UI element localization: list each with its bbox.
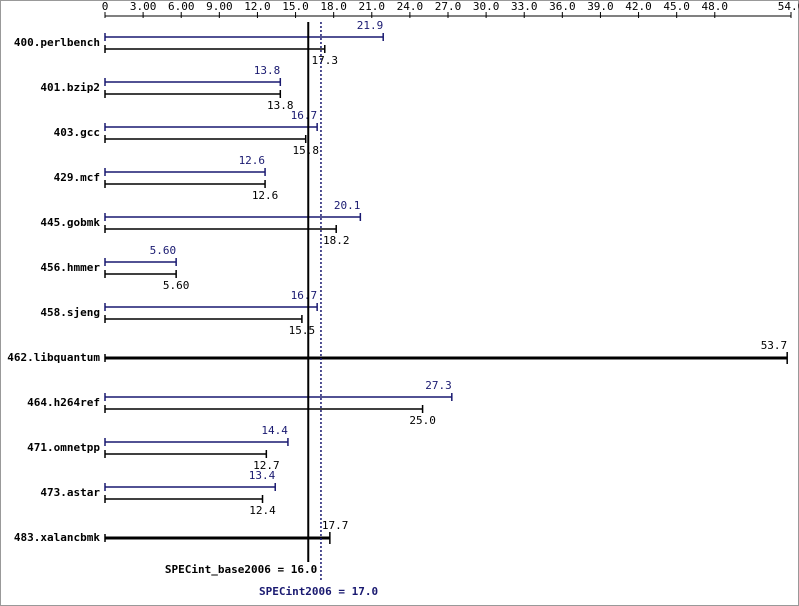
bar xyxy=(104,315,303,323)
x-tick-label: 6.00 xyxy=(168,0,195,13)
x-tick-label: 9.00 xyxy=(206,0,233,13)
x-tick-label: 48.0 xyxy=(702,0,729,13)
value-label: 53.7 xyxy=(761,339,788,352)
x-tick-label: 54.0 xyxy=(778,0,799,13)
value-label: 12.6 xyxy=(239,154,266,167)
bar xyxy=(104,123,318,131)
category-label: 401.bzip2 xyxy=(40,81,100,94)
bar xyxy=(104,180,266,188)
value-label: 13.4 xyxy=(249,469,276,482)
x-tick-label: 0 xyxy=(102,0,109,13)
x-tick-label: 45.0 xyxy=(663,0,690,13)
value-label: 17.7 xyxy=(322,519,349,532)
x-tick-label: 18.0 xyxy=(320,0,347,13)
bar xyxy=(104,135,307,143)
x-tick-label: 3.00 xyxy=(130,0,157,13)
bar xyxy=(104,352,788,364)
x-tick-label: 27.0 xyxy=(435,0,462,13)
bar xyxy=(104,33,384,41)
bar xyxy=(104,438,289,446)
value-label: 14.4 xyxy=(261,424,288,437)
x-tick-label: 36.0 xyxy=(549,0,576,13)
value-label: 5.60 xyxy=(150,244,177,257)
bar xyxy=(104,483,276,491)
bar xyxy=(104,45,326,53)
x-tick-label: 15.0 xyxy=(282,0,309,13)
bar xyxy=(104,258,177,266)
value-label: 12.4 xyxy=(249,504,276,517)
category-label: 483.xalancbmk xyxy=(14,531,100,544)
x-tick-label: 42.0 xyxy=(625,0,652,13)
value-label: 21.9 xyxy=(357,19,384,32)
value-label: 25.0 xyxy=(409,414,436,427)
bar xyxy=(104,495,264,503)
reference-label: SPECint2006 = 17.0 xyxy=(259,585,378,598)
bar xyxy=(104,393,453,401)
bar xyxy=(104,270,177,278)
reference-label: SPECint_base2006 = 16.0 xyxy=(165,563,317,576)
value-label: 12.6 xyxy=(252,189,279,202)
value-label: 15.8 xyxy=(292,144,319,157)
value-label: 15.5 xyxy=(289,324,316,337)
category-label: 429.mcf xyxy=(54,171,100,184)
bar xyxy=(104,213,362,221)
value-label: 17.3 xyxy=(312,54,339,67)
x-tick-label: 12.0 xyxy=(244,0,271,13)
value-label: 13.8 xyxy=(267,99,294,112)
category-label: 403.gcc xyxy=(54,126,100,139)
value-label: 18.2 xyxy=(323,234,350,247)
category-label: 456.hmmer xyxy=(40,261,100,274)
category-label: 471.omnetpp xyxy=(27,441,100,454)
x-tick-label: 24.0 xyxy=(397,0,424,13)
category-label: 400.perlbench xyxy=(14,36,100,49)
value-label: 12.7 xyxy=(253,459,280,472)
category-label: 464.h264ref xyxy=(27,396,100,409)
bar xyxy=(104,303,318,311)
x-tick-label: 39.0 xyxy=(587,0,614,13)
bar xyxy=(104,532,331,544)
bar xyxy=(104,225,337,233)
value-label: 13.8 xyxy=(254,64,281,77)
bar xyxy=(104,90,282,98)
x-tick-label: 21.0 xyxy=(359,0,386,13)
value-label: 20.1 xyxy=(334,199,361,212)
value-label: 27.3 xyxy=(425,379,452,392)
category-label: 473.astar xyxy=(40,486,100,499)
bar xyxy=(104,405,424,413)
value-label: 16.7 xyxy=(291,289,318,302)
bar xyxy=(104,450,268,458)
bar xyxy=(104,168,266,176)
x-tick-label: 33.0 xyxy=(511,0,538,13)
category-label: 458.sjeng xyxy=(40,306,100,319)
x-tick-label: 30.0 xyxy=(473,0,500,13)
category-label: 445.gobmk xyxy=(40,216,100,229)
category-label: 462.libquantum xyxy=(7,351,100,364)
value-label: 16.7 xyxy=(291,109,318,122)
bar xyxy=(104,78,282,86)
value-label: 5.60 xyxy=(163,279,190,292)
